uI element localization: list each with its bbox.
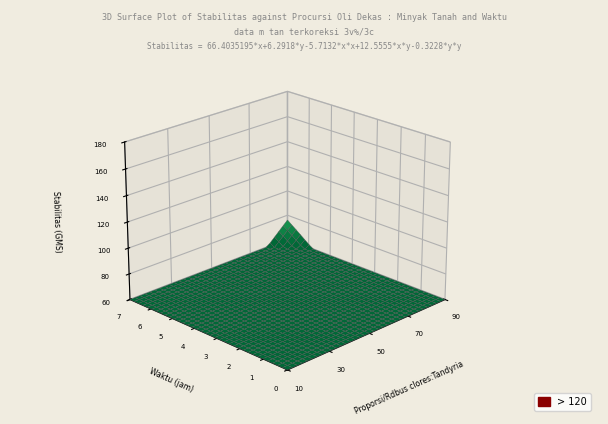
Y-axis label: Waktu (jam): Waktu (jam) (148, 367, 195, 394)
Legend: > 120: > 120 (534, 393, 591, 411)
Text: 3D Surface Plot of Stabilitas against Procursi Oli Dekas : Minyak Tanah and Wakt: 3D Surface Plot of Stabilitas against Pr… (102, 13, 506, 22)
Text: data m tan terkoreksi 3v%/3c: data m tan terkoreksi 3v%/3c (234, 28, 374, 36)
X-axis label: Proporsi/Rdbus clores:Tandyria: Proporsi/Rdbus clores:Tandyria (353, 359, 465, 416)
Text: Stabilitas = 66.4035195*x+6.2918*y-5.7132*x*x+12.5555*x*y-0.3228*y*y: Stabilitas = 66.4035195*x+6.2918*y-5.713… (147, 42, 461, 51)
